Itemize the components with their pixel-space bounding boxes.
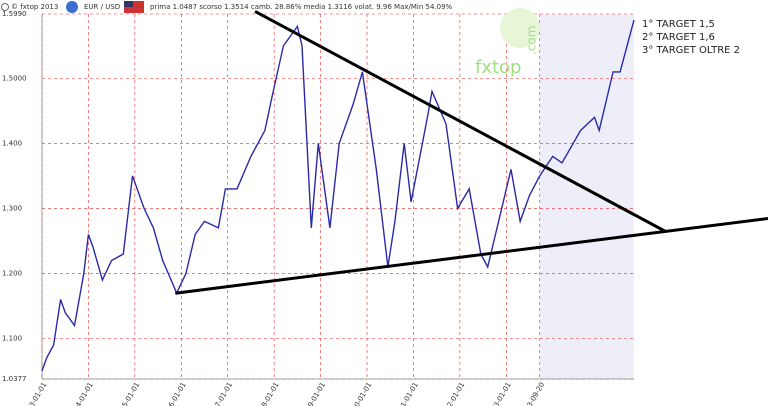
target-label: 2° TARGET 1,6 xyxy=(642,32,715,43)
y-tick-label: 1.200 xyxy=(2,269,22,277)
pair: EUR / USD xyxy=(84,3,120,11)
trendline xyxy=(254,10,667,233)
target-label: 1° TARGET 1,5 xyxy=(642,19,715,30)
price-line xyxy=(41,24,541,372)
y-tick-label: 1.400 xyxy=(2,139,22,147)
stats: prima 1.0487 scorso 1.3514 camb. 28.86% … xyxy=(150,3,453,11)
logo xyxy=(1,3,9,11)
y-tick-label: 1.5990 xyxy=(2,10,27,18)
target-label: 3° TARGET OLTRE 2 xyxy=(642,45,740,56)
y-tick-label: 1.300 xyxy=(2,204,22,212)
watermark-logo xyxy=(500,8,540,48)
price-line xyxy=(539,19,635,177)
forecast-area xyxy=(539,14,634,379)
trendline xyxy=(175,216,768,295)
brand: © fxtop 2013 xyxy=(11,3,58,11)
watermark-domain: .com xyxy=(525,26,539,55)
euro-icon xyxy=(66,1,78,13)
watermark: fxtop xyxy=(475,57,522,78)
y-tick-label: 1.5000 xyxy=(2,74,27,82)
y-tick-label: 1.100 xyxy=(2,334,22,342)
us-flag-canton xyxy=(124,1,133,7)
y-tick-label: 1.0377 xyxy=(2,375,27,383)
